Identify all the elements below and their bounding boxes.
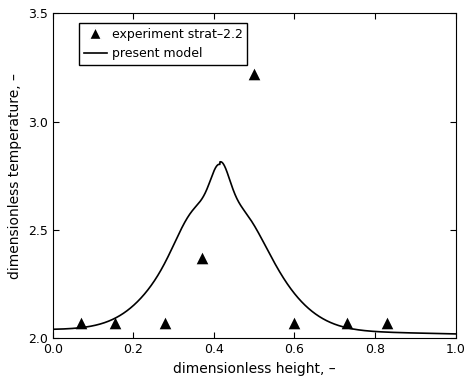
Point — [343, 320, 351, 326]
Point — [250, 71, 258, 77]
Point — [111, 320, 119, 326]
Point — [383, 320, 391, 326]
Point — [198, 255, 206, 261]
Point — [291, 320, 298, 326]
Y-axis label: dimensionless temperature, –: dimensionless temperature, – — [9, 73, 22, 279]
Legend: experiment strat–2.2, present model: experiment strat–2.2, present model — [79, 23, 247, 65]
Point — [162, 320, 169, 326]
X-axis label: dimensionless height, –: dimensionless height, – — [173, 362, 336, 376]
Point — [77, 320, 85, 326]
